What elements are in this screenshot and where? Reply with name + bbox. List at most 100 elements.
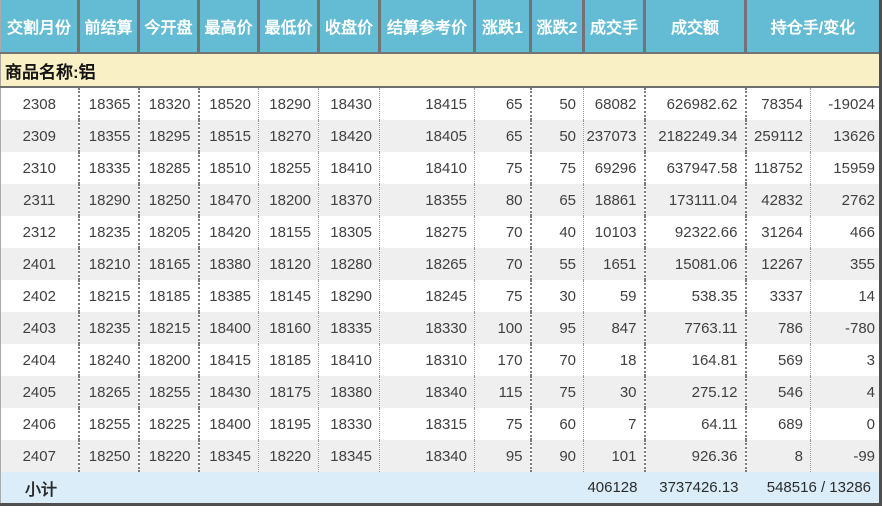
cell-delivery-month: 2402: [0, 280, 80, 312]
cell-high: 18380: [198, 248, 259, 280]
cell-close: 18430: [318, 87, 380, 120]
cell-turnover: 637947.58: [644, 152, 747, 184]
cell-open: 18255: [138, 376, 200, 408]
cell-volume: 7: [583, 408, 646, 440]
cell-oi-change: 355: [849, 255, 876, 273]
cell-volume: 18: [583, 344, 646, 376]
cell-volume: 69296: [583, 152, 646, 184]
cell-turnover: 275.12: [644, 376, 747, 408]
cell-turnover: 15081.06: [644, 248, 747, 280]
cell-delivery-month: 2405: [0, 376, 80, 408]
cell-settle-ref: 18340: [379, 376, 475, 408]
cell-oi-change: 14: [858, 287, 876, 305]
cell-close: 18345: [318, 440, 380, 472]
cell-change-1: 65: [474, 120, 532, 152]
cell-turnover: 164.81: [644, 344, 747, 376]
col-header-delivery-month: 交割月份: [0, 0, 80, 54]
subtotal-label: 小计: [0, 472, 584, 505]
cell-oi-change: -99: [853, 447, 876, 465]
cell-delivery-month: 2309: [0, 120, 80, 152]
cell-open: 18220: [138, 440, 200, 472]
cell-change-2: 70: [530, 344, 584, 376]
cell-low: 18155: [258, 216, 319, 248]
cell-volume: 847: [583, 312, 646, 344]
cell-oi-change: 2762: [841, 191, 876, 209]
cell-close: 18280: [318, 248, 380, 280]
cell-open: 18320: [138, 87, 200, 120]
cell-open-interest: 569: [745, 344, 811, 376]
col-header-turnover: 成交额: [644, 0, 747, 54]
cell-volume: 18861: [583, 184, 646, 216]
cell-oi-change: -19024: [828, 95, 876, 113]
cell-delivery-month: 2311: [0, 184, 80, 216]
table-row: 2404 18240 18200 18415 18185 18410 18310 170 70 1…: [0, 344, 881, 376]
col-header-prev-settle: 前结算: [78, 0, 140, 54]
cell-open-interest: 118752: [745, 152, 811, 184]
subtotal-turnover: 3737426.13: [644, 472, 746, 505]
cell-change-1: 100: [474, 312, 532, 344]
cell-change-1: 70: [474, 216, 532, 248]
cell-high: 18400: [198, 312, 259, 344]
cell-high: 18420: [198, 216, 259, 248]
cell-prev-settle: 18250: [78, 440, 140, 472]
cell-prev-settle: 18365: [78, 87, 140, 120]
col-header-low: 最低价: [258, 0, 320, 54]
cell-open-interest: 8: [745, 440, 811, 472]
cell-change-2: 55: [530, 248, 584, 280]
cell-delivery-month: 2406: [0, 408, 80, 440]
cell-change-1: 75: [474, 152, 532, 184]
cell-high: 18385: [198, 280, 259, 312]
col-header-settle-ref: 结算参考价: [379, 0, 476, 54]
cell-settle-ref: 18415: [379, 87, 475, 120]
cell-low: 18255: [258, 152, 319, 184]
cell-turnover: 926.36: [644, 440, 747, 472]
cell-close: 18410: [318, 344, 380, 376]
cell-delivery-month: 2308: [0, 87, 80, 120]
cell-turnover: 173111.04: [644, 184, 747, 216]
cell-open-interest: 31264: [745, 216, 811, 248]
cell-settle-ref: 18355: [379, 184, 475, 216]
cell-change-2: 90: [530, 440, 584, 472]
subtotal-row: 小计 406128 3737426.13 548516 / 13286: [0, 472, 881, 505]
cell-volume: 10103: [583, 216, 646, 248]
col-header-open: 今开盘: [138, 0, 200, 54]
cell-open: 18205: [138, 216, 200, 248]
cell-oi-change: 466: [849, 223, 876, 241]
cell-turnover: 626982.62: [644, 87, 747, 120]
cell-open-interest: 689: [745, 408, 811, 440]
cell-low: 18270: [258, 120, 319, 152]
cell-settle-ref: 18330: [379, 312, 475, 344]
table-row: 2406 18255 18225 18400 18195 18330 18315 75 60 7 6…: [0, 408, 881, 440]
cell-turnover: 7763.11: [644, 312, 747, 344]
cell-delivery-month: 2312: [0, 216, 80, 248]
cell-open-interest: 3337: [745, 280, 811, 312]
subtotal-open-interest-change: 548516 / 13286: [745, 472, 881, 505]
cell-high: 18470: [198, 184, 259, 216]
cell-oi-change: 4: [866, 383, 876, 401]
cell-prev-settle: 18290: [78, 184, 140, 216]
cell-open-interest: 259112: [745, 120, 811, 152]
cell-turnover: 64.11: [644, 408, 747, 440]
cell-change-2: 75: [530, 376, 584, 408]
cell-volume: 59: [583, 280, 646, 312]
cell-high: 18345: [198, 440, 259, 472]
col-header-open-interest-change: 持仓手/变化: [745, 0, 881, 54]
cell-open-interest: 42832: [745, 184, 811, 216]
cell-change-1: 95: [474, 440, 532, 472]
cell-change-2: 75: [530, 152, 584, 184]
cell-change-1: 75: [474, 280, 532, 312]
cell-high: 18510: [198, 152, 259, 184]
table-header: 交割月份 前结算 今开盘 最高价 最低价 收盘价 结算参考价 涨跌1 涨跌2 成…: [0, 0, 881, 54]
cell-close: 18305: [318, 216, 380, 248]
commodity-band: 商品名称:铝: [0, 53, 881, 88]
cell-close: 18290: [318, 280, 380, 312]
table-row: 2312 18235 18205 18420 18155 18305 18275 70 40 10…: [0, 216, 881, 248]
cell-close: 18410: [318, 152, 380, 184]
cell-low: 18220: [258, 440, 319, 472]
commodity-name-label: 商品名称:铝: [0, 53, 881, 88]
data-rows-body: 2308 18365 18320 18520 18290 18430 18415 65 50 68…: [0, 87, 881, 472]
cell-settle-ref: 18410: [379, 152, 475, 184]
cell-settle-ref: 18275: [379, 216, 475, 248]
cell-turnover: 2182249.34: [644, 120, 747, 152]
cell-high: 18515: [198, 120, 259, 152]
